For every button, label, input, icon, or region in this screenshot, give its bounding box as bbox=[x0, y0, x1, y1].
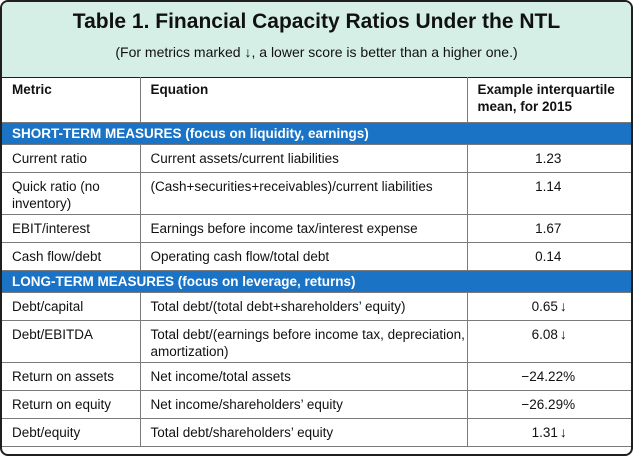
value-cell: −24.22% bbox=[466, 362, 631, 391]
metric-cell: Cash flow/debt bbox=[2, 242, 141, 271]
equation-cell: Current assets/current liabilities bbox=[139, 144, 468, 173]
down-arrow-icon: ↓ bbox=[559, 298, 567, 314]
value-cell: 6.08 ↓ bbox=[466, 320, 631, 363]
equation-cell: Total debt/(total debt+shareholders’ equ… bbox=[139, 292, 468, 321]
column-header-row: Metric Equation Example interquartile me… bbox=[2, 77, 631, 123]
table-row: Quick ratio (no inventory) (Cash+securit… bbox=[2, 172, 631, 215]
table-row: Cash flow/debt Operating cash flow/total… bbox=[2, 242, 631, 271]
value-text: −24.22% bbox=[521, 369, 576, 384]
value-text: 1.14 bbox=[535, 179, 562, 194]
table-row: Return on assets Net income/total assets… bbox=[2, 362, 631, 391]
value-text: 0.65 bbox=[531, 299, 558, 314]
metric-cell: EBIT/interest bbox=[2, 214, 141, 243]
table-row: Debt/EBITDA Total debt/(earnings before … bbox=[2, 320, 631, 363]
metric-cell: Debt/equity bbox=[2, 418, 141, 447]
value-text: 6.08 bbox=[531, 327, 558, 342]
value-cell: −26.29% bbox=[466, 390, 631, 419]
metric-cell: Return on equity bbox=[2, 390, 141, 419]
value-cell: 1.67 bbox=[466, 214, 631, 243]
equation-cell: Operating cash flow/total debt bbox=[139, 242, 468, 271]
equation-cell: (Cash+securities+receivables)/current li… bbox=[139, 172, 468, 215]
equation-cell: Total debt/(earnings before income tax, … bbox=[139, 320, 468, 363]
metric-cell: Quick ratio (no inventory) bbox=[2, 172, 141, 215]
value-text: 1.31 bbox=[531, 425, 558, 440]
metric-cell: Debt/EBITDA bbox=[2, 320, 141, 363]
value-cell: 0.14 bbox=[466, 242, 631, 271]
section-label: LONG-TERM MEASURES (focus on leverage, r… bbox=[2, 270, 631, 293]
table-row: Return on equity Net income/shareholders… bbox=[2, 390, 631, 419]
ratios-table: Metric Equation Example interquartile me… bbox=[2, 77, 631, 447]
down-arrow-icon: ↓ bbox=[559, 424, 567, 440]
value-text: 0.14 bbox=[535, 249, 562, 264]
metric-cell: Return on assets bbox=[2, 362, 141, 391]
metric-cell: Debt/capital bbox=[2, 292, 141, 321]
equation-cell: Total debt/shareholders’ equity bbox=[139, 418, 468, 447]
section-label: SHORT-TERM MEASURES (focus on liquidity,… bbox=[2, 122, 631, 145]
equation-cell: Net income/total assets bbox=[139, 362, 468, 391]
section-header-long-term: LONG-TERM MEASURES (focus on leverage, r… bbox=[2, 270, 631, 293]
table-row: EBIT/interest Earnings before income tax… bbox=[2, 214, 631, 243]
equation-cell: Net income/shareholders’ equity bbox=[139, 390, 468, 419]
value-text: 1.67 bbox=[535, 221, 562, 236]
section-header-short-term: SHORT-TERM MEASURES (focus on liquidity,… bbox=[2, 122, 631, 145]
column-header-mean: Example interquartile mean, for 2015 bbox=[466, 77, 631, 123]
table-subtitle: (For metrics marked ↓, a lower score is … bbox=[115, 44, 518, 60]
table-title: Table 1. Financial Capacity Ratios Under… bbox=[72, 10, 561, 33]
column-header-metric: Metric bbox=[2, 77, 141, 123]
value-text: −26.29% bbox=[521, 397, 576, 412]
table-row: Debt/equity Total debt/shareholders’ equ… bbox=[2, 418, 631, 447]
value-text: 1.23 bbox=[535, 151, 562, 166]
metric-cell: Current ratio bbox=[2, 144, 141, 173]
value-cell: 1.31 ↓ bbox=[466, 418, 631, 447]
down-arrow-icon: ↓ bbox=[559, 326, 567, 342]
value-cell: 0.65 ↓ bbox=[466, 292, 631, 321]
equation-cell: Earnings before income tax/interest expe… bbox=[139, 214, 468, 243]
table-row: Current ratio Current assets/current lia… bbox=[2, 144, 631, 173]
column-header-equation: Equation bbox=[139, 77, 468, 123]
value-cell: 1.14 bbox=[466, 172, 631, 215]
table-row: Debt/capital Total debt/(total debt+shar… bbox=[2, 292, 631, 321]
value-cell: 1.23 bbox=[466, 144, 631, 173]
table-header: Table 1. Financial Capacity Ratios Under… bbox=[2, 2, 631, 78]
